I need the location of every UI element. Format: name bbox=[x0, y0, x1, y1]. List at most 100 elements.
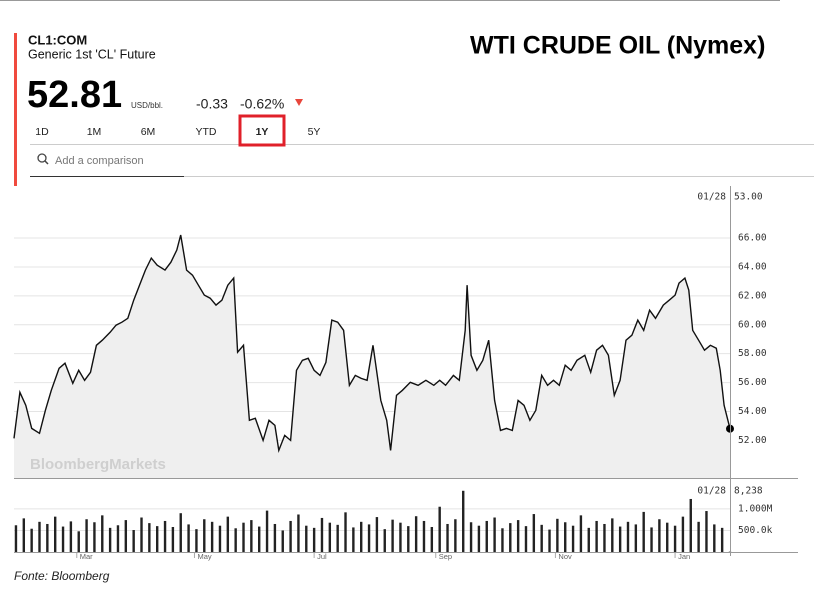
volume-bar bbox=[493, 518, 495, 552]
volume-bar bbox=[486, 521, 488, 552]
volume-bar bbox=[705, 511, 707, 552]
volume-bar bbox=[588, 528, 590, 552]
watermark: BloombergMarkets bbox=[30, 456, 166, 473]
x-tick-label: Jan bbox=[678, 552, 690, 561]
volume-bar bbox=[666, 523, 668, 552]
volume-bar bbox=[540, 525, 542, 552]
y-tick-label: 62.00 bbox=[738, 290, 767, 301]
volume-bar bbox=[132, 530, 134, 552]
y-tick-label: 54.00 bbox=[738, 406, 767, 417]
volume-bar bbox=[721, 528, 723, 552]
volume-bar bbox=[101, 515, 103, 552]
volume-bar bbox=[376, 517, 378, 552]
volume-bar bbox=[391, 520, 393, 552]
volume-bar bbox=[266, 511, 268, 552]
pointer-date: 01/28 bbox=[697, 192, 726, 203]
volume-bar bbox=[627, 522, 629, 552]
volume-bar bbox=[462, 491, 464, 552]
y-tick-label: 66.00 bbox=[738, 233, 767, 244]
volume-bar bbox=[125, 520, 127, 552]
volume-bar bbox=[344, 512, 346, 552]
pointer-date: 01/28 bbox=[697, 486, 726, 497]
range-button[interactable]: YTD bbox=[196, 126, 217, 138]
x-tick-label: Jul bbox=[317, 552, 327, 561]
volume-bar bbox=[509, 523, 511, 552]
volume-bar bbox=[148, 523, 150, 552]
volume-bar bbox=[650, 527, 652, 552]
volume-bar bbox=[54, 517, 56, 552]
ticker: CL1:COM bbox=[28, 32, 87, 47]
range-button[interactable]: 1D bbox=[35, 126, 49, 138]
x-tick-label: Nov bbox=[558, 552, 572, 561]
unit: USD/bbl. bbox=[131, 101, 163, 110]
volume-bar bbox=[156, 526, 158, 552]
volume-bar bbox=[446, 524, 448, 552]
change-pct: -0.62% bbox=[240, 96, 284, 112]
volume-bar bbox=[289, 521, 291, 552]
volume-bar bbox=[525, 526, 527, 552]
volume-bar bbox=[572, 526, 574, 552]
pointer-value: 53.00 bbox=[734, 192, 763, 203]
volume-bar bbox=[384, 529, 386, 552]
volume-bar bbox=[658, 519, 660, 552]
volume-bar bbox=[595, 521, 597, 552]
volume-bar bbox=[15, 525, 17, 552]
range-button[interactable]: 1Y bbox=[256, 126, 269, 138]
volume-bar bbox=[454, 519, 456, 552]
y-tick-label: 64.00 bbox=[738, 261, 767, 272]
volume-bar bbox=[415, 516, 417, 552]
volume-bar bbox=[501, 528, 503, 552]
search-icon-handle bbox=[45, 161, 48, 164]
range-button[interactable]: 1M bbox=[87, 126, 102, 138]
volume-bar bbox=[219, 526, 221, 552]
volume-bar bbox=[548, 530, 550, 552]
volume-bar bbox=[85, 519, 87, 552]
volume-bar bbox=[517, 520, 519, 552]
x-tick-label: Sep bbox=[439, 552, 452, 561]
volume-bar bbox=[62, 527, 64, 552]
volume-bar bbox=[187, 524, 189, 552]
volume-bar bbox=[611, 518, 613, 552]
volume-bar bbox=[242, 523, 244, 552]
volume-bar bbox=[533, 514, 535, 552]
volume-bar bbox=[431, 527, 433, 552]
volume-bar bbox=[227, 517, 229, 552]
volume-bar bbox=[46, 524, 48, 552]
y-tick-label: 60.00 bbox=[738, 319, 767, 330]
volume-bar bbox=[478, 526, 480, 552]
pointer-value: 8,238 bbox=[734, 486, 763, 497]
volume-bar bbox=[78, 531, 80, 552]
y-tick-label: 56.00 bbox=[738, 377, 767, 388]
volume-bar bbox=[211, 522, 213, 552]
volume-bar bbox=[117, 525, 119, 552]
search-input[interactable]: Add a comparison bbox=[55, 155, 144, 167]
volume-bar bbox=[274, 524, 276, 552]
volume-bar bbox=[180, 513, 182, 552]
volume-bar bbox=[713, 524, 715, 552]
volume-bar bbox=[195, 529, 197, 552]
volume-bar bbox=[93, 522, 95, 552]
volume-bar bbox=[38, 522, 40, 552]
volume-bar bbox=[297, 514, 299, 552]
volume-bar bbox=[682, 517, 684, 552]
y-tick-label: 1.000M bbox=[738, 503, 773, 514]
volume-bar bbox=[368, 524, 370, 552]
volume-bar bbox=[164, 521, 166, 552]
volume-bar bbox=[305, 526, 307, 552]
volume-bar bbox=[642, 512, 644, 552]
volume-bar bbox=[282, 530, 284, 552]
x-tick-label: Mar bbox=[80, 552, 93, 561]
volume-bar bbox=[470, 522, 472, 552]
volume-bar bbox=[140, 518, 142, 552]
instrument-name: Generic 1st 'CL' Future bbox=[28, 47, 156, 61]
y-tick-label: 52.00 bbox=[738, 435, 767, 446]
y-tick-label: 58.00 bbox=[738, 348, 767, 359]
volume-bar bbox=[556, 519, 558, 552]
volume-bar bbox=[70, 521, 72, 552]
volume-bar bbox=[438, 507, 440, 552]
range-button[interactable]: 5Y bbox=[308, 126, 321, 138]
volume-bar bbox=[336, 525, 338, 552]
range-button[interactable]: 6M bbox=[141, 126, 156, 138]
